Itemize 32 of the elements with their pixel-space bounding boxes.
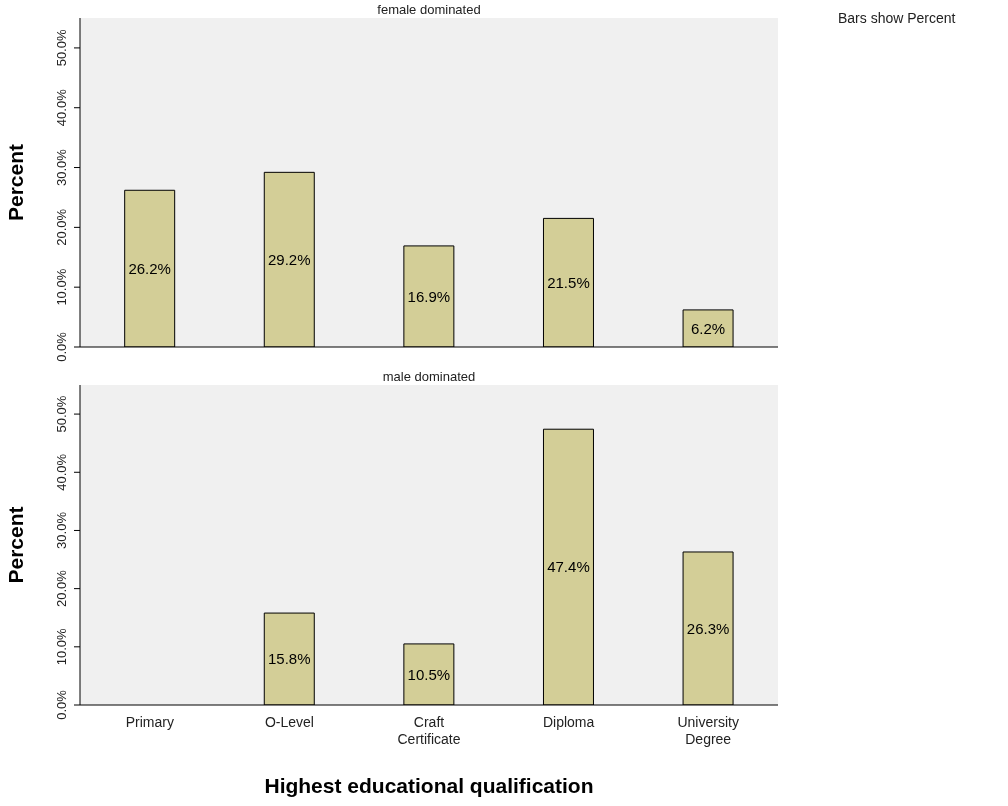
- y-axis-title: Percent: [4, 506, 28, 584]
- y-axis-title: Percent: [4, 143, 28, 222]
- data-label: 6.2%: [690, 319, 726, 337]
- chart-title: male dominated: [381, 369, 477, 384]
- y-tick-label: 40.0%: [54, 453, 69, 491]
- chart-title: female dominated: [376, 2, 482, 17]
- y-tick-label: 30.0%: [54, 511, 69, 549]
- y-tick-label: 10.0%: [54, 268, 69, 306]
- y-tick-label: 50.0%: [54, 29, 69, 67]
- x-tick-label: Primary: [125, 714, 174, 730]
- x-tick-label: Craft Certificate: [397, 714, 461, 747]
- x-axis-title: Highest educational qualification: [264, 774, 594, 797]
- data-label: 15.8%: [268, 650, 311, 668]
- y-tick-label: 0.0%: [54, 331, 69, 362]
- y-tick-label: 40.0%: [54, 88, 69, 127]
- data-label: 26.2%: [128, 259, 171, 277]
- data-label: 29.2%: [268, 250, 311, 268]
- data-label: 16.9%: [407, 287, 451, 305]
- y-tick-label: 10.0%: [54, 627, 69, 666]
- y-tick-label: 0.0%: [54, 689, 69, 720]
- y-tick-label: 20.0%: [54, 208, 69, 246]
- y-tick-label: 50.0%: [54, 395, 69, 433]
- data-label: 26.3%: [686, 619, 730, 637]
- data-label: 10.5%: [407, 665, 451, 683]
- x-tick-label: O-Level: [264, 714, 314, 730]
- x-tick-label: University Degree: [677, 714, 739, 747]
- y-tick-label: 30.0%: [54, 148, 69, 186]
- data-label: 47.4%: [547, 558, 590, 576]
- y-tick-label: 20.0%: [54, 569, 69, 608]
- data-label: 21.5%: [547, 274, 590, 292]
- x-tick-label: Diploma: [542, 714, 595, 730]
- text: Bars show Percent: [838, 10, 956, 26]
